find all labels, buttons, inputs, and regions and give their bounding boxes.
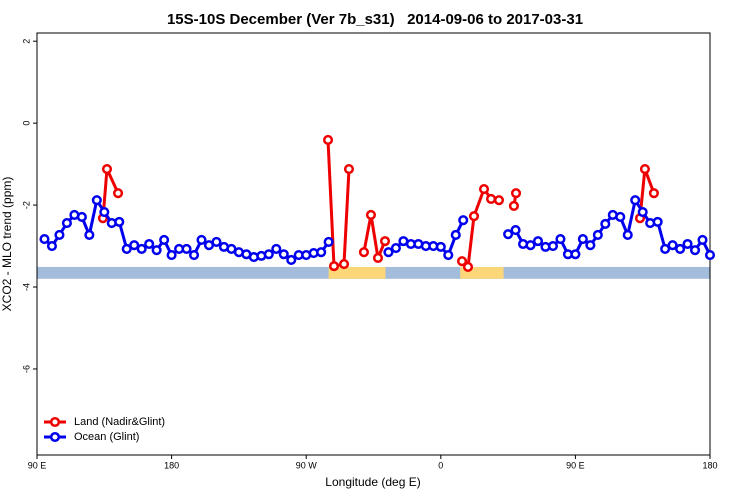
data-point bbox=[278, 249, 289, 260]
data-point bbox=[458, 215, 469, 226]
chart-title: 15S-10S December (Ver 7b_s31) 2014-09-06… bbox=[167, 11, 583, 28]
x-tick-label: 0 bbox=[438, 460, 443, 470]
data-point bbox=[615, 211, 626, 223]
x-axis-label: Longitude (deg E) bbox=[325, 475, 420, 489]
legend-label: Ocean (Glint) bbox=[74, 431, 139, 443]
data-point bbox=[129, 240, 140, 251]
data-point bbox=[39, 234, 50, 245]
data-point bbox=[323, 236, 334, 248]
data-point bbox=[510, 225, 521, 236]
data-point bbox=[689, 245, 701, 256]
data-point bbox=[577, 234, 588, 245]
data-point bbox=[188, 250, 200, 261]
data-point bbox=[166, 250, 177, 261]
data-point bbox=[338, 259, 350, 270]
data-point bbox=[462, 261, 474, 272]
legend: Land (Nadir&Glint) Ocean (Glint) bbox=[44, 416, 165, 443]
data-point bbox=[456, 256, 468, 267]
y-axis-label: XCO2 - MLO trend (ppm) bbox=[0, 177, 14, 312]
data-point bbox=[99, 206, 110, 218]
data-point bbox=[114, 216, 125, 227]
data-point bbox=[379, 236, 391, 247]
data-point bbox=[532, 236, 544, 247]
data-point bbox=[525, 240, 536, 251]
data-point bbox=[322, 134, 334, 145]
data-point bbox=[443, 250, 454, 261]
x-tick-label: 180 bbox=[164, 460, 179, 470]
data-point bbox=[508, 200, 519, 211]
data-point bbox=[383, 247, 394, 258]
data-point bbox=[704, 250, 716, 261]
data-point bbox=[585, 240, 596, 251]
data-point bbox=[570, 249, 581, 260]
data-point bbox=[435, 241, 446, 252]
y-tick-label: 2 bbox=[21, 39, 31, 44]
plot-frame bbox=[36, 32, 711, 456]
data-point bbox=[159, 234, 170, 245]
data-point bbox=[450, 229, 461, 241]
data-point bbox=[468, 211, 480, 222]
data-point bbox=[196, 234, 207, 245]
x-tick-label: 180 bbox=[702, 460, 717, 470]
data-point bbox=[592, 229, 603, 241]
data-point bbox=[54, 229, 65, 241]
data-point bbox=[316, 247, 327, 258]
land-band bbox=[460, 266, 504, 279]
data-point bbox=[478, 184, 490, 195]
data-point bbox=[493, 195, 505, 206]
data-point bbox=[343, 163, 355, 175]
data-point bbox=[151, 245, 162, 256]
y-tick-label: -6 bbox=[21, 365, 31, 373]
data-point bbox=[648, 188, 659, 199]
y-tick-label: -2 bbox=[21, 201, 31, 209]
data-point bbox=[667, 240, 678, 251]
data-point bbox=[510, 188, 522, 199]
data-point bbox=[660, 243, 671, 254]
y-tick-label: -4 bbox=[21, 283, 31, 291]
data-point bbox=[697, 234, 708, 245]
data-point bbox=[76, 211, 87, 223]
data-point bbox=[639, 163, 650, 175]
data-point bbox=[181, 243, 192, 254]
x-tick-label: 90 E bbox=[28, 460, 47, 470]
data-point bbox=[652, 216, 663, 227]
data-point bbox=[630, 195, 641, 206]
data-point bbox=[46, 240, 58, 252]
data-point bbox=[121, 243, 132, 254]
data-point bbox=[622, 229, 633, 241]
data-point bbox=[486, 193, 497, 204]
data-point bbox=[365, 209, 377, 220]
data-point bbox=[61, 218, 72, 229]
data-point bbox=[682, 238, 693, 250]
data-point bbox=[136, 243, 147, 254]
data-point bbox=[286, 254, 297, 266]
data-point bbox=[600, 218, 611, 229]
data-point bbox=[358, 247, 369, 258]
data-point bbox=[113, 188, 124, 199]
data-point bbox=[555, 234, 566, 245]
data-point bbox=[390, 243, 401, 254]
data-point bbox=[271, 243, 282, 254]
legend-marker bbox=[49, 431, 61, 443]
y-tick-label: 0 bbox=[21, 121, 31, 126]
data-point bbox=[328, 261, 340, 272]
legend-marker bbox=[49, 416, 61, 428]
land-band bbox=[328, 266, 386, 279]
data-point bbox=[101, 163, 113, 175]
data-point bbox=[91, 195, 102, 206]
data-point bbox=[547, 240, 559, 252]
data-point bbox=[637, 206, 648, 218]
data-point bbox=[84, 229, 95, 241]
data-point bbox=[144, 238, 155, 250]
data-point bbox=[372, 252, 384, 263]
data-point bbox=[211, 236, 222, 248]
data-point bbox=[675, 243, 686, 254]
data-point bbox=[503, 229, 514, 240]
data-point bbox=[263, 249, 274, 260]
legend-label: Land (Nadir&Glint) bbox=[74, 416, 165, 428]
x-tick-label: 90 W bbox=[296, 460, 318, 470]
x-tick-label: 90 E bbox=[566, 460, 585, 470]
